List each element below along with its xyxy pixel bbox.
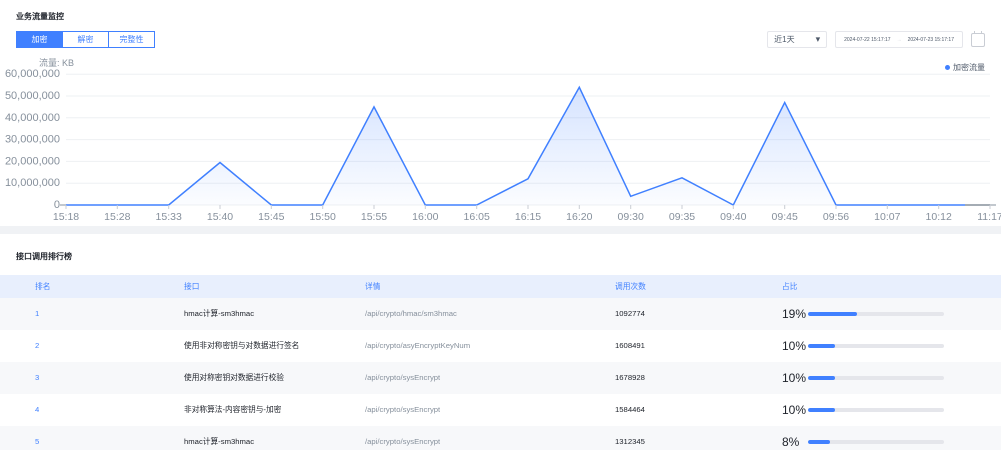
- svg-text:15:18: 15:18: [53, 211, 79, 223]
- svg-text:40,000,000: 40,000,000: [5, 112, 60, 124]
- svg-text:15:45: 15:45: [258, 211, 284, 223]
- svg-text:16:20: 16:20: [566, 211, 592, 223]
- svg-text:15:28: 15:28: [104, 211, 130, 223]
- svg-text:09:30: 09:30: [618, 211, 644, 223]
- svg-text:30,000,000: 30,000,000: [5, 134, 60, 146]
- svg-text:16:00: 16:00: [412, 211, 438, 223]
- svg-text:09:45: 09:45: [772, 211, 798, 223]
- svg-text:15:55: 15:55: [361, 211, 387, 223]
- svg-text:11:17: 11:17: [977, 211, 1001, 223]
- svg-text:60,000,000: 60,000,000: [5, 68, 60, 80]
- svg-text:15:40: 15:40: [207, 211, 233, 223]
- svg-text:09:35: 09:35: [669, 211, 695, 223]
- svg-text:09:56: 09:56: [823, 211, 849, 223]
- svg-text:10,000,000: 10,000,000: [5, 177, 60, 189]
- svg-text:16:05: 16:05: [464, 211, 490, 223]
- svg-text:10:07: 10:07: [874, 211, 900, 223]
- svg-text:20,000,000: 20,000,000: [5, 155, 60, 167]
- svg-text:09:40: 09:40: [720, 211, 746, 223]
- svg-text:16:15: 16:15: [515, 211, 541, 223]
- svg-text:10:12: 10:12: [926, 211, 952, 223]
- svg-text:50,000,000: 50,000,000: [5, 90, 60, 102]
- svg-text:15:33: 15:33: [156, 211, 182, 223]
- svg-text:0: 0: [54, 199, 60, 211]
- svg-text:15:50: 15:50: [310, 211, 336, 223]
